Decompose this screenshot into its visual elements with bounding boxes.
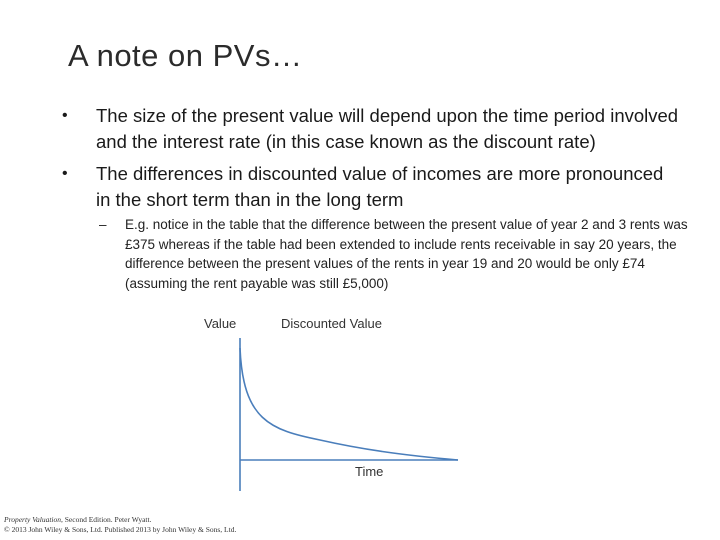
discounted-value-curve — [239, 347, 459, 461]
footer-edition: , Second Edition. Peter Wyatt. — [61, 515, 152, 524]
bullet-item-1: • The size of the present value will dep… — [62, 103, 682, 155]
sub-bullet-dash: – — [99, 217, 107, 232]
footer-credit: Property Valuation, Second Edition. Pete… — [4, 515, 236, 534]
bullet-text-1: The size of the present value will depen… — [96, 105, 679, 152]
sub-bullet-item: – E.g. notice in the table that the diff… — [99, 215, 689, 293]
y-axis-label: Value — [204, 316, 237, 331]
footer-book-title: Property Valuation — [4, 515, 62, 524]
bullet-dot: • — [62, 165, 68, 182]
sub-bullet-text: E.g. notice in the table that the differ… — [125, 217, 688, 291]
slide-title: A note on PVs… — [68, 38, 303, 73]
footer-copyright: © 2013 John Wiley & Sons, Ltd. Published… — [4, 524, 237, 534]
bullet-dot: • — [62, 107, 68, 124]
bullet-item-2: • The differences in discounted value of… — [62, 161, 682, 213]
curve-label: Discounted Value — [281, 316, 382, 331]
x-axis-label: Time — [355, 464, 384, 479]
bullet-text-2: The differences in discounted value of i… — [96, 163, 664, 210]
